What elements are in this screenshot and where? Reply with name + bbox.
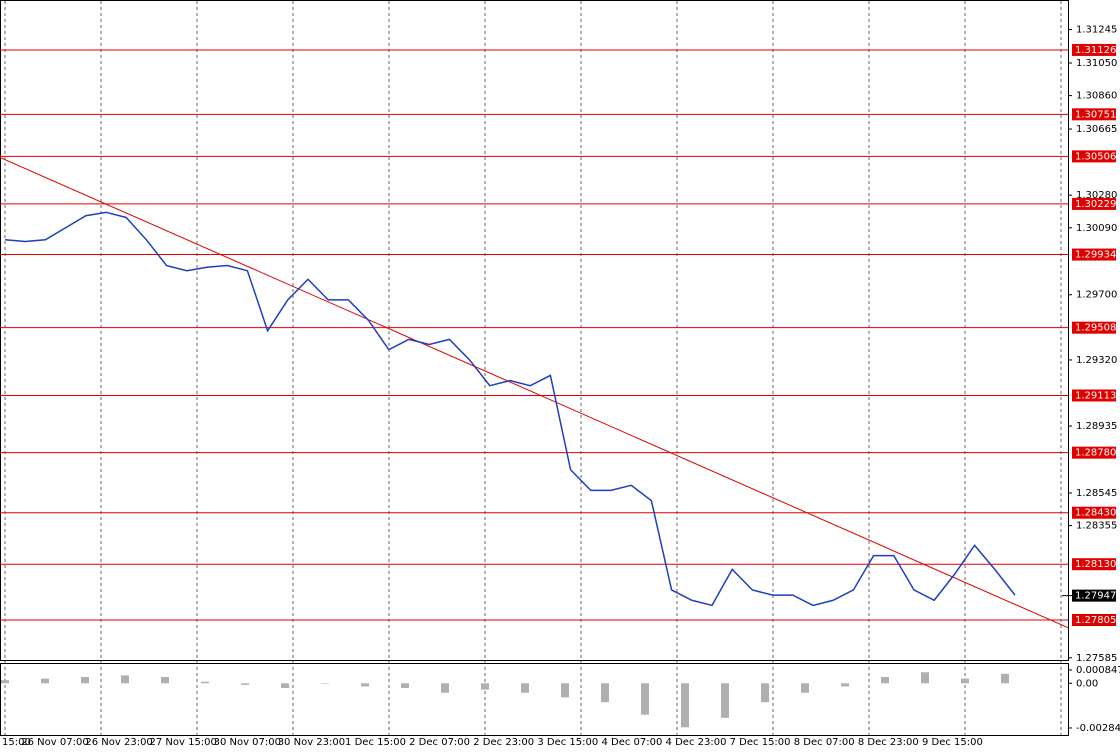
x-tick-label: 4 Dec 07:00 [601,737,662,748]
y-tick-label: 1.30665 [1076,124,1117,135]
level-label: 1.30506 [1075,151,1116,162]
y-tick-label: 1.28545 [1076,488,1117,499]
level-label-box [1072,248,1116,261]
indicator-bar [761,683,769,703]
indicator-bar [801,683,809,693]
indicator-bar [1001,673,1009,684]
x-tick-label: 30 Nov 07:00 [214,737,281,748]
indicator-bar [641,683,649,715]
indicator-bar [601,683,609,703]
x-tick-label: 27 Nov 15:00 [149,737,216,748]
x-tick-label: 7 Dec 15:00 [730,737,791,748]
indicator-bar [121,675,129,684]
indicator-panel [0,663,1069,736]
indicator-bar [881,677,889,684]
level-label: 1.27805 [1075,615,1116,626]
y-tick-label: 1.29320 [1076,355,1117,366]
x-tick-label: 3 Dec 15:00 [537,737,598,748]
x-tick-label: 9 Dec 15:00 [922,737,983,748]
current-price-label: 1.27947 [1075,591,1116,602]
indicator-bar [521,683,529,693]
level-label-box [1072,43,1116,56]
x-tick-label: 26 Nov 07:00 [21,737,88,748]
level-label: 1.28130 [1075,559,1116,570]
x-tick-label: 26 Nov 23:00 [85,737,152,748]
level-label-box [1072,389,1116,402]
indicator-bar [961,678,969,684]
indicator-bar [401,683,409,688]
current-price-box [1072,589,1116,602]
indicator-bar [361,683,369,687]
y-tick-label: 1.28935 [1076,421,1117,432]
indicator-bar [561,683,569,698]
main-panel [0,0,1069,661]
y-tick-label: 1.31245 [1076,25,1117,36]
indicator-bar [921,672,929,684]
indicator-bar [161,677,169,684]
level-label: 1.28780 [1075,448,1116,459]
y-tick-label: 1.31050 [1076,58,1117,69]
level-label-box [1072,108,1116,121]
y-tick-label: 1.30860 [1076,91,1117,102]
indicator-bar [721,683,729,718]
indicator-bar [281,683,289,688]
level-label-box [1072,446,1116,459]
indicator-tick-label: 0.000847 [1076,665,1120,676]
x-tick-label: 2 Dec 23:00 [473,737,534,748]
x-tick-label: 4 Dec 23:00 [666,737,727,748]
indicator-tick-label: 0.00 [1076,678,1098,689]
x-tick-label: 8 Dec 23:00 [858,737,919,748]
y-tick-label: 1.27585 [1076,653,1117,664]
indicator-bar [441,683,449,693]
level-label: 1.29508 [1075,323,1116,334]
level-label-box [1072,197,1116,210]
indicator-bar [841,683,849,687]
indicator-bar [41,678,49,684]
trendline [0,156,1069,629]
level-label: 1.30229 [1075,199,1116,210]
indicator-bar [681,683,689,728]
y-tick-label: 1.28355 [1076,521,1117,532]
indicator-bar [201,681,209,684]
level-label-box [1072,506,1116,519]
level-label-box [1072,614,1116,627]
level-label: 1.28430 [1075,508,1116,519]
level-label: 1.29934 [1075,250,1116,261]
price-line [4,211,1016,607]
indicator-bar [481,683,489,690]
level-label: 1.29113 [1075,390,1116,401]
x-tick-label: 8 Dec 07:00 [794,737,855,748]
y-tick-label: 1.29700 [1076,290,1117,301]
x-tick-label: 15:00 [2,737,31,748]
indicator-bar [1,680,9,684]
x-tick-label: 1 Dec 15:00 [345,737,406,748]
x-tick-label: 30 Nov 23:00 [278,737,345,748]
x-tick-label: 2 Dec 07:00 [409,737,470,748]
level-label: 1.30751 [1075,109,1116,120]
indicator-bar [241,683,249,685]
indicator-bar [321,683,329,684]
y-tick-label: 1.30090 [1076,223,1117,234]
level-label: 1.31126 [1075,45,1116,56]
indicator-tick-label: -0.002843 [1076,723,1120,734]
level-label-box [1072,321,1116,334]
level-label-box [1072,558,1116,571]
indicator-bar [81,677,89,684]
level-label-box [1072,150,1116,163]
y-tick-label: 1.30280 [1076,190,1117,201]
